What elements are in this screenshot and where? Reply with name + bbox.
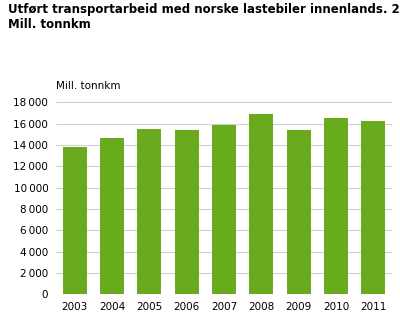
Bar xyxy=(249,114,274,294)
Bar xyxy=(324,118,348,294)
Bar xyxy=(62,147,87,294)
Bar xyxy=(212,125,236,294)
Text: Utført transportarbeid med norske lastebiler innenlands. 2003-2011.
Mill. tonnkm: Utført transportarbeid med norske lasteb… xyxy=(8,3,400,31)
Bar xyxy=(361,121,386,294)
Bar xyxy=(286,130,311,294)
Bar xyxy=(100,138,124,294)
Bar xyxy=(174,130,199,294)
Bar xyxy=(137,129,162,294)
Text: Mill. tonnkm: Mill. tonnkm xyxy=(56,81,120,91)
